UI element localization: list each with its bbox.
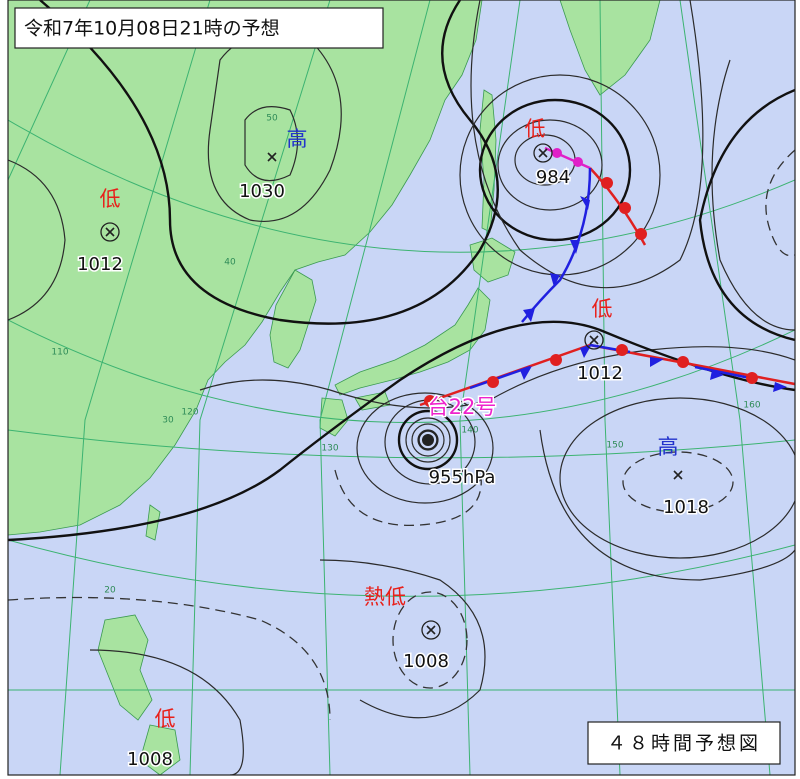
system-pressure: 1012 — [577, 363, 623, 384]
isobars — [8, 0, 795, 775]
system-pressure: 1030 — [239, 181, 285, 202]
continent — [8, 0, 483, 536]
graticule — [8, 0, 795, 775]
grid-label: 30 — [162, 416, 174, 426]
grid-label: 20 — [104, 586, 116, 596]
fronts — [419, 146, 795, 407]
typhoon-eye-ring — [418, 430, 438, 450]
system-symbol: 低 — [155, 707, 176, 731]
philippines — [97, 614, 181, 775]
korea — [269, 269, 317, 369]
center-mark — [673, 470, 683, 480]
honshu — [334, 287, 491, 396]
title: 令和7年10月08日21時の予想 — [24, 18, 280, 40]
system-pressure: 1012 — [77, 254, 123, 275]
system-symbol: 低 — [592, 297, 613, 321]
center-mark — [538, 148, 548, 158]
map-frame — [7, 0, 796, 776]
footer-title: ４８時間予想図 — [607, 733, 761, 755]
title-box — [14, 7, 384, 49]
center-ring — [100, 222, 120, 242]
center-mark — [589, 335, 599, 345]
system-pressure: 1008 — [403, 651, 449, 672]
system-pressure: 984 — [536, 167, 570, 188]
system-pressure: 1008 — [127, 749, 173, 770]
grid-label: 120 — [181, 408, 198, 418]
labels: 高 1030 低 1012 低 984 低 1012 台22号 955hPa 高 1018 熱低 1008… — [51, 114, 760, 772]
grid-label: 160 — [743, 401, 760, 411]
center-mark — [426, 625, 436, 635]
center-mark — [105, 227, 115, 237]
system-pressure: 955hPa — [429, 467, 496, 488]
grid-label: 110 — [51, 348, 68, 358]
center-ring — [421, 620, 441, 640]
system-symbol: 高 — [658, 435, 679, 459]
typhoon-eye — [422, 434, 434, 446]
system-symbol: 熱低 — [364, 585, 406, 609]
grid-label: 150 — [606, 441, 623, 451]
grid-label: 40 — [224, 258, 236, 268]
footer-box — [587, 721, 781, 765]
grid-label: 50 — [266, 114, 278, 124]
center-ring — [533, 143, 553, 163]
grid-label: 130 — [321, 444, 338, 454]
center-mark — [267, 152, 277, 162]
system-symbol: 低 — [100, 187, 121, 211]
map-body: 高 1030 低 1012 低 984 低 1012 台22号 955hPa 高 1018 熱低 1008… — [8, 0, 795, 775]
center-ring — [584, 330, 604, 350]
system-pressure: 1018 — [663, 497, 709, 518]
kamchatka — [559, 0, 661, 96]
grid-label: 140 — [461, 426, 478, 436]
system-symbol: 台22号 — [428, 395, 497, 419]
system-symbol: 高 — [287, 127, 308, 151]
system-symbol: 低 — [525, 117, 546, 141]
